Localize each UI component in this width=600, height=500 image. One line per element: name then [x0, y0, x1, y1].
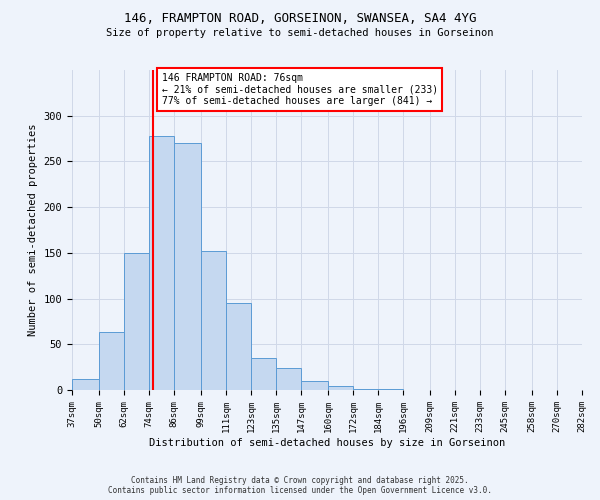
- Bar: [174, 143, 201, 390]
- Bar: [353, 389, 378, 390]
- Text: 146, FRAMPTON ROAD, GORSEINON, SWANSEA, SA4 4YG: 146, FRAMPTON ROAD, GORSEINON, SWANSEA, …: [124, 12, 476, 26]
- Y-axis label: Number of semi-detached properties: Number of semi-detached properties: [28, 124, 38, 336]
- Bar: [276, 368, 301, 390]
- Bar: [301, 381, 328, 390]
- Bar: [328, 386, 353, 390]
- Bar: [72, 379, 99, 390]
- Text: Size of property relative to semi-detached houses in Gorseinon: Size of property relative to semi-detach…: [106, 28, 494, 38]
- Bar: [378, 389, 403, 390]
- Bar: [149, 136, 174, 390]
- Bar: [99, 332, 124, 390]
- Bar: [124, 253, 149, 390]
- Bar: [201, 251, 226, 390]
- Bar: [226, 303, 251, 390]
- Text: Contains HM Land Registry data © Crown copyright and database right 2025.
Contai: Contains HM Land Registry data © Crown c…: [108, 476, 492, 495]
- Text: 146 FRAMPTON ROAD: 76sqm
← 21% of semi-detached houses are smaller (233)
77% of : 146 FRAMPTON ROAD: 76sqm ← 21% of semi-d…: [161, 72, 437, 106]
- X-axis label: Distribution of semi-detached houses by size in Gorseinon: Distribution of semi-detached houses by …: [149, 438, 505, 448]
- Bar: [251, 358, 276, 390]
